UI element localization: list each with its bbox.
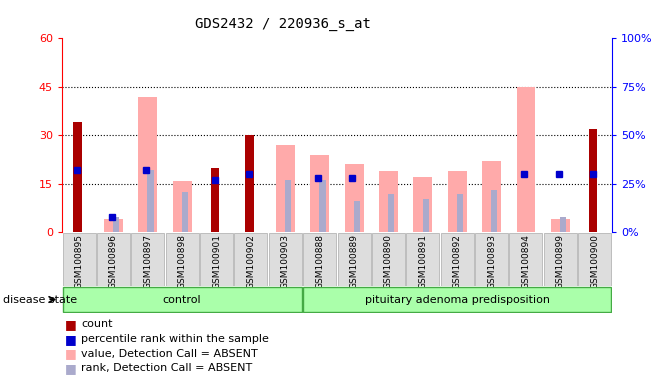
Bar: [344, 164, 363, 232]
Bar: [285, 180, 291, 232]
Text: disease state: disease state: [3, 295, 77, 305]
Bar: [516, 87, 535, 232]
Text: GSM100896: GSM100896: [109, 234, 118, 289]
Text: GSM100903: GSM100903: [281, 234, 290, 289]
Bar: [475, 233, 508, 286]
Text: control: control: [163, 295, 202, 305]
Bar: [551, 219, 570, 232]
Bar: [62, 233, 96, 286]
Text: count: count: [81, 319, 113, 329]
Text: rank, Detection Call = ABSENT: rank, Detection Call = ABSENT: [81, 363, 253, 373]
Bar: [303, 286, 611, 313]
Bar: [73, 122, 81, 232]
Bar: [406, 233, 439, 286]
Bar: [200, 233, 233, 286]
Bar: [589, 129, 598, 232]
Text: GSM100897: GSM100897: [143, 234, 152, 289]
Text: pituitary adenoma predisposition: pituitary adenoma predisposition: [365, 295, 549, 305]
Text: ■: ■: [65, 318, 77, 331]
Bar: [413, 177, 432, 232]
Text: GSM100892: GSM100892: [452, 234, 462, 289]
Text: GSM100902: GSM100902: [247, 234, 255, 289]
Bar: [245, 136, 253, 232]
Text: ■: ■: [65, 333, 77, 346]
Text: GSM100889: GSM100889: [350, 234, 359, 289]
Bar: [62, 286, 302, 313]
Text: GSM100894: GSM100894: [521, 234, 531, 289]
Bar: [311, 155, 329, 232]
Bar: [379, 171, 398, 232]
Bar: [210, 168, 219, 232]
Text: GSM100895: GSM100895: [74, 234, 83, 289]
Bar: [97, 233, 130, 286]
Bar: [173, 180, 191, 232]
Bar: [320, 180, 326, 232]
Bar: [388, 194, 395, 232]
Bar: [441, 233, 474, 286]
Bar: [148, 170, 154, 232]
Text: GSM100890: GSM100890: [384, 234, 393, 289]
Bar: [510, 233, 542, 286]
Bar: [578, 233, 611, 286]
Text: GSM100901: GSM100901: [212, 234, 221, 289]
Text: percentile rank within the sample: percentile rank within the sample: [81, 334, 270, 344]
Text: GSM100899: GSM100899: [556, 234, 565, 289]
Bar: [132, 233, 164, 286]
Bar: [372, 233, 405, 286]
Text: GDS2432 / 220936_s_at: GDS2432 / 220936_s_at: [195, 17, 371, 31]
Bar: [104, 219, 123, 232]
Text: GSM100888: GSM100888: [315, 234, 324, 289]
Bar: [338, 233, 370, 286]
Bar: [448, 171, 467, 232]
Bar: [269, 233, 302, 286]
Bar: [165, 233, 199, 286]
Bar: [234, 233, 268, 286]
Bar: [492, 190, 497, 232]
Bar: [457, 194, 463, 232]
Text: ■: ■: [65, 347, 77, 360]
Bar: [482, 161, 501, 232]
Bar: [544, 233, 577, 286]
Bar: [560, 217, 566, 232]
Bar: [353, 201, 360, 232]
Bar: [139, 97, 158, 232]
Text: ■: ■: [65, 362, 77, 375]
Text: GSM100900: GSM100900: [590, 234, 600, 289]
Bar: [422, 199, 429, 232]
Text: value, Detection Call = ABSENT: value, Detection Call = ABSENT: [81, 349, 258, 359]
Bar: [303, 233, 336, 286]
Bar: [276, 145, 295, 232]
Text: GSM100891: GSM100891: [419, 234, 427, 289]
Text: GSM100898: GSM100898: [178, 234, 187, 289]
Text: GSM100893: GSM100893: [487, 234, 496, 289]
Bar: [113, 217, 119, 232]
Bar: [182, 192, 188, 232]
